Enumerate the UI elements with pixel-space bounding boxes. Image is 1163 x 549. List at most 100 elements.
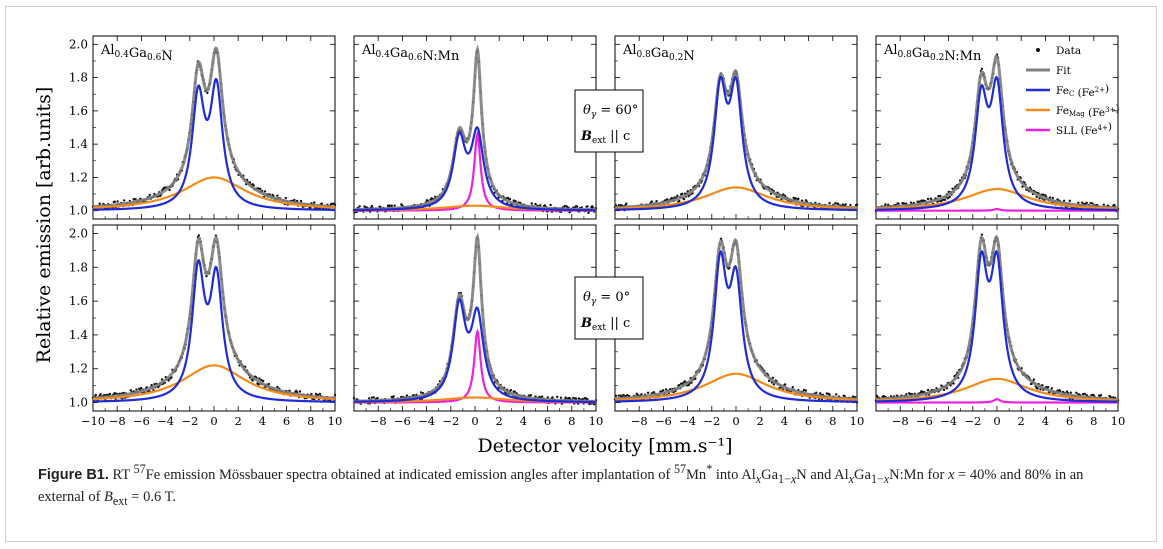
data-point <box>113 200 116 203</box>
data-point <box>134 197 137 201</box>
x-tick-label: −10 <box>81 414 105 428</box>
data-point <box>1085 201 1089 205</box>
fec-line <box>92 258 335 403</box>
fit-line <box>92 46 336 209</box>
data-point <box>587 211 590 215</box>
x-tick-label: −8 <box>370 414 387 428</box>
data-point <box>636 393 639 397</box>
mossbauer-figure: 1.0 1.2 1.4 1.6 1.8 2.0 Al0.4Ga0.6N Al0.4Ga0.6N… <box>33 35 1125 457</box>
data-point <box>284 196 288 200</box>
panel-frame <box>614 35 858 220</box>
x-tick-label: −4 <box>679 414 696 428</box>
x-tick-label: 0 <box>210 414 217 428</box>
data-point <box>1046 386 1050 389</box>
x-tick-label: 6 <box>1066 414 1073 428</box>
data-point <box>549 203 552 207</box>
data-point <box>358 205 361 208</box>
data-point <box>135 388 138 391</box>
panel-7: −8 −6 −4 −2 0 2 4 6 8 10 <box>613 224 865 428</box>
data-point <box>263 190 267 193</box>
data-point <box>293 198 296 202</box>
data-point <box>318 392 322 396</box>
data-point <box>855 203 859 206</box>
data-point <box>797 197 800 200</box>
sll-line <box>876 398 1118 404</box>
y-tick-label: 1.2 <box>69 170 88 184</box>
data-point <box>261 379 265 383</box>
x-tick-label: 8 <box>568 414 575 428</box>
x-tick-label: −6 <box>655 414 672 428</box>
y-tick-label: 1.4 <box>69 137 88 151</box>
y-tick-label: 1.6 <box>69 294 88 308</box>
data-point <box>1109 395 1112 399</box>
data-point <box>835 393 838 396</box>
fit-line <box>875 54 1119 210</box>
x-tick-label: −6 <box>394 414 411 428</box>
x-tick-label: 10 <box>850 414 865 428</box>
data-point <box>836 202 840 206</box>
data-point <box>948 195 951 199</box>
data-point <box>258 377 261 380</box>
data-point <box>419 391 423 394</box>
legend-entry: FeC (Fe2+) <box>1056 83 1109 99</box>
data-point <box>572 396 575 400</box>
x-tick-label: 10 <box>589 414 604 428</box>
data-point <box>267 382 271 386</box>
data-point <box>116 200 119 203</box>
data-point <box>1032 378 1036 381</box>
data-point <box>94 393 98 397</box>
data-point <box>1102 203 1106 206</box>
x-tick-label: −2 <box>964 414 981 428</box>
fit-line <box>614 237 858 401</box>
y-tick-label: 1.4 <box>69 328 88 342</box>
data-point <box>640 393 643 396</box>
x-tick-label: 4 <box>1042 414 1049 428</box>
data-point <box>617 394 620 397</box>
panel-6: −8 −6 −4 −2 0 2 4 6 8 10 <box>352 224 604 428</box>
data-point <box>678 199 681 203</box>
data-point <box>1113 203 1116 207</box>
data-point <box>619 394 622 397</box>
sample-label: Al0.4Ga0.6N <box>100 43 173 64</box>
data-point <box>1099 393 1103 397</box>
data-point <box>939 194 942 198</box>
data-point <box>828 201 831 205</box>
data-point <box>298 390 302 393</box>
x-tick-label: −8 <box>892 414 909 428</box>
data-point <box>251 379 254 382</box>
data-point <box>767 379 771 383</box>
data-point <box>372 396 376 399</box>
data-point <box>388 204 392 207</box>
data-point <box>1089 201 1092 205</box>
data-point <box>530 202 533 205</box>
data-point <box>875 394 879 398</box>
fit-line <box>614 68 858 210</box>
x-tick-label: 6 <box>544 414 551 428</box>
data-point <box>1069 391 1072 394</box>
angle-label: θγ = 0° <box>583 290 630 307</box>
data-point <box>942 388 946 392</box>
x-tick-label: 0 <box>471 414 478 428</box>
data-point <box>626 394 629 397</box>
data-point <box>980 233 984 236</box>
data-point <box>206 91 209 95</box>
data-point <box>559 396 563 399</box>
figure-caption: Figure B1. RT 57Fe emission Mössbauer sp… <box>38 460 1118 510</box>
sample-label: Al0.4Ga0.6N:Mn <box>361 43 460 64</box>
legend-entry: Fit <box>1056 65 1072 77</box>
x-tick-label: 10 <box>328 414 343 428</box>
data-point <box>680 192 684 196</box>
data-points <box>91 234 337 402</box>
x-tick-label: −4 <box>418 414 435 428</box>
data-point <box>132 198 135 201</box>
data-point <box>1083 392 1087 396</box>
panel-8: −8 −6 −4 −2 0 2 4 6 8 10 <box>874 224 1125 428</box>
data-point <box>367 397 371 400</box>
data-point <box>99 393 102 396</box>
data-point <box>205 274 208 278</box>
data-point <box>259 187 262 191</box>
data-point <box>849 203 852 207</box>
data-point <box>655 200 658 203</box>
data-point <box>586 205 589 208</box>
fit-line <box>875 234 1119 402</box>
